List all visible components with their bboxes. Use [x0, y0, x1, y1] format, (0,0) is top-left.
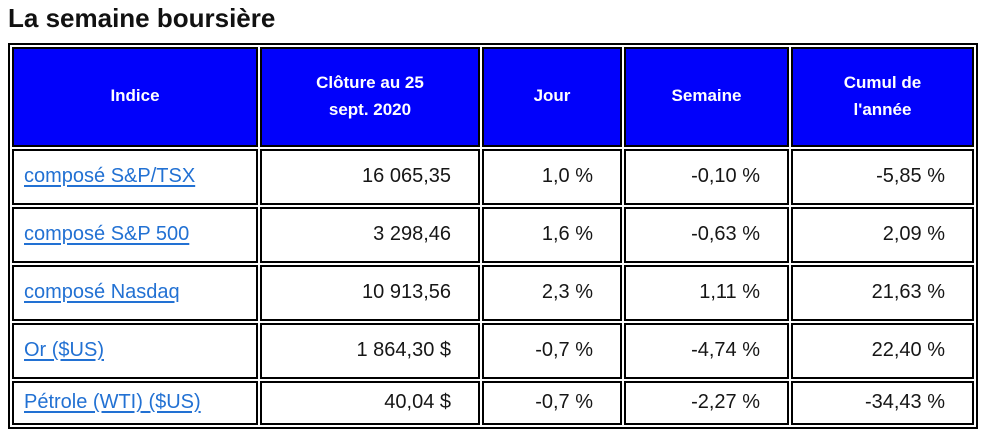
cumul-cell: -5,85 % [791, 148, 974, 205]
cloture-cell: 1 864,30 $ [260, 322, 480, 379]
cloture-cell: 10 913,56 [260, 264, 480, 321]
semaine-cell: -4,74 % [624, 322, 789, 379]
jour-cell: -0,7 % [482, 322, 622, 379]
column-header-cumul: Cumul de l'année [791, 46, 974, 147]
indice-cell: composé S&P 500 [12, 206, 258, 263]
cumul-cell: 2,09 % [791, 206, 974, 263]
jour-cell: 2,3 % [482, 264, 622, 321]
indice-link-or[interactable]: Or ($US) [24, 339, 104, 361]
table-row: Or ($US) 1 864,30 $ -0,7 % -4,74 % 22,40… [12, 322, 974, 379]
column-header-jour: Jour [482, 46, 622, 147]
page-title: La semaine boursière [8, 3, 276, 33]
indice-cell: Pétrole (WTI) ($US) [12, 380, 258, 425]
column-header-indice: Indice [12, 46, 258, 147]
market-week-table: Indice Clôture au 25 sept. 2020 Jour Sem… [8, 42, 978, 429]
semaine-cell: 1,11 % [624, 264, 789, 321]
column-header-semaine: Semaine [624, 46, 789, 147]
semaine-cell: -0,10 % [624, 148, 789, 205]
cloture-cell: 40,04 $ [260, 380, 480, 425]
indice-cell: composé Nasdaq [12, 264, 258, 321]
cumul-cell: 22,40 % [791, 322, 974, 379]
semaine-cell: -0,63 % [624, 206, 789, 263]
cumul-cell: 21,63 % [791, 264, 974, 321]
cloture-cell: 16 065,35 [260, 148, 480, 205]
cumul-cell: -34,43 % [791, 380, 974, 425]
header-row: Indice Clôture au 25 sept. 2020 Jour Sem… [12, 46, 974, 147]
column-header-cloture: Clôture au 25 sept. 2020 [260, 46, 480, 147]
semaine-cell: -2,27 % [624, 380, 789, 425]
table-row: composé S&P 500 3 298,46 1,6 % -0,63 % 2… [12, 206, 974, 263]
indice-cell: Or ($US) [12, 322, 258, 379]
table-row: composé Nasdaq 10 913,56 2,3 % 1,11 % 21… [12, 264, 974, 321]
jour-cell: -0,7 % [482, 380, 622, 425]
jour-cell: 1,0 % [482, 148, 622, 205]
indice-link-sptsx[interactable]: composé S&P/TSX [24, 165, 196, 187]
table-row: composé S&P/TSX 16 065,35 1,0 % -0,10 % … [12, 148, 974, 205]
cloture-cell: 3 298,46 [260, 206, 480, 263]
indice-link-sp500[interactable]: composé S&P 500 [24, 223, 190, 245]
jour-cell: 1,6 % [482, 206, 622, 263]
indice-cell: composé S&P/TSX [12, 148, 258, 205]
indice-link-nasdaq[interactable]: composé Nasdaq [24, 281, 180, 303]
indice-link-petrole[interactable]: Pétrole (WTI) ($US) [24, 391, 201, 413]
table-row: Pétrole (WTI) ($US) 40,04 $ -0,7 % -2,27… [12, 380, 974, 425]
